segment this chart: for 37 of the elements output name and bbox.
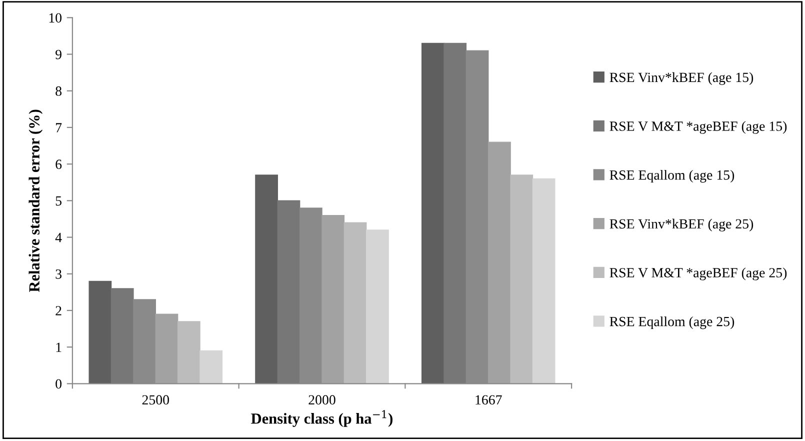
bar <box>155 314 178 384</box>
bar <box>444 42 467 384</box>
y-tick-label: 8 <box>56 86 62 96</box>
bar <box>110 288 134 384</box>
bar <box>322 214 345 384</box>
bar <box>255 174 278 384</box>
y-tick-label: 6 <box>56 160 62 170</box>
legend-label: RSE Eqallom (age 15) <box>610 170 734 183</box>
bar <box>200 350 223 384</box>
bar <box>488 142 511 384</box>
x-tick-label: 1667 <box>476 395 502 405</box>
bar <box>510 174 534 384</box>
x-tick-label: 2500 <box>142 395 169 405</box>
y-tick-label: 0 <box>56 379 62 389</box>
y-tick-label: 5 <box>56 196 62 206</box>
x-axis-title: Density class (p ha$^{−1}$) <box>251 410 392 427</box>
bar <box>344 222 367 384</box>
y-tick-label: 7 <box>56 123 62 132</box>
y-tick-label: 4 <box>55 232 62 242</box>
bar <box>177 321 200 384</box>
bar <box>366 230 389 384</box>
bar <box>277 200 300 384</box>
y-tick-label: 3 <box>56 269 62 279</box>
bar <box>532 178 556 384</box>
x-tick-label: 2000 <box>308 395 336 405</box>
bar <box>88 280 112 384</box>
bar <box>421 42 444 384</box>
y-tick-label: 2 <box>56 306 62 316</box>
legend-label: RSE Vinv*kBEF (age 25) <box>610 218 754 232</box>
y-tick-label: 1 <box>56 342 62 352</box>
legend-label: RSE V M&T *ageBEF (age 15) <box>610 121 787 134</box>
y-axis-title: Relative standard error (%) <box>28 110 43 292</box>
legend-label: RSE V M&T *ageBEF (age 25) <box>610 268 787 280</box>
legend-label: RSE Eqallom (age 25) <box>610 316 734 330</box>
y-tick-label: 10 <box>49 13 62 23</box>
legend-label: RSE Vinv*kBEF (age 15) <box>610 72 754 85</box>
y-tick-label: 9 <box>56 50 62 60</box>
